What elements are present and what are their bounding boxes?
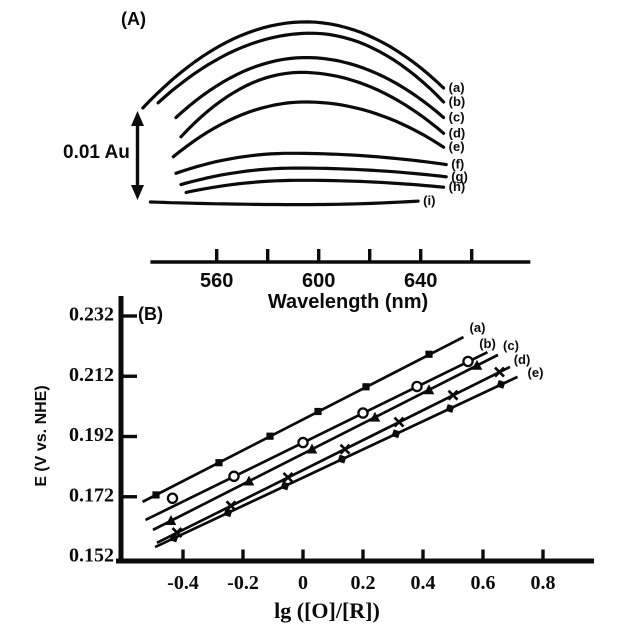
series-label-e: (e) xyxy=(528,365,544,380)
panel-a-tick-label-600: 600 xyxy=(302,270,335,292)
series-a-marker-2 xyxy=(266,432,274,440)
series-line-c xyxy=(152,353,499,532)
curve-label-b: (b) xyxy=(449,94,466,109)
series-e-marker-2 xyxy=(280,481,290,491)
panel-b-y-tick-label-0.172: 0.172 xyxy=(69,484,114,506)
series-a-marker-5 xyxy=(425,350,433,358)
series-c-marker-0 xyxy=(165,515,177,525)
panel-b-y-axis-title: E (V vs. NHE) xyxy=(33,385,50,487)
spectrum-curve-a xyxy=(141,20,446,110)
series-b-marker-0 xyxy=(166,492,179,505)
series-c-marker-3 xyxy=(369,411,381,422)
panel-b-y-tick-label-0.212: 0.212 xyxy=(69,364,114,386)
spectrum-curve-i xyxy=(148,199,420,207)
curve-label-i: (i) xyxy=(423,193,435,208)
panel-b-x-tick-label--0.2: -0.2 xyxy=(227,572,259,594)
series-b-marker-1 xyxy=(228,470,240,483)
panel-a-label: (A) xyxy=(121,9,146,29)
series-d-marker-3 xyxy=(339,443,351,455)
panel-a-tick-label-640: 640 xyxy=(404,270,437,292)
series-a-marker-3 xyxy=(314,407,322,416)
series-line-d xyxy=(156,365,511,545)
panel-b-y-tick-label-0.192: 0.192 xyxy=(69,424,114,446)
spectrum-curve-b xyxy=(156,31,446,105)
spectrum-curve-c xyxy=(174,56,446,120)
series-b-marker-5 xyxy=(462,355,474,368)
panel-b-y-tick-label-0.152: 0.152 xyxy=(69,545,114,567)
series-a-marker-1 xyxy=(215,459,223,467)
spectrum-curve-g xyxy=(179,166,448,187)
curve-label-c: (c) xyxy=(449,110,465,125)
panel-b-y-tick-label-0.232: 0.232 xyxy=(69,304,114,326)
series-e-marker-3 xyxy=(337,454,347,464)
spectrum-curve-e xyxy=(171,100,446,159)
series-d-marker-6 xyxy=(494,366,505,378)
series-a-marker-0 xyxy=(152,491,160,499)
scale-bar-label: 0.01 Au xyxy=(63,142,130,163)
series-c-marker-4 xyxy=(423,384,435,395)
series-b-marker-4 xyxy=(411,380,423,393)
panel-a-tick-label-560: 560 xyxy=(200,270,233,292)
spectrum-curve-f xyxy=(174,151,448,175)
series-label-c: (c) xyxy=(503,338,519,353)
scale-bar-arrowhead-top xyxy=(131,111,144,126)
curve-label-d: (d) xyxy=(449,125,466,140)
curve-label-f: (f) xyxy=(451,157,464,172)
series-label-d: (d) xyxy=(514,352,531,367)
curve-label-a: (a) xyxy=(449,80,465,95)
series-b-marker-3 xyxy=(357,407,369,419)
series-d-marker-2 xyxy=(282,472,294,483)
spectrum-curve-h xyxy=(184,178,446,194)
series-d-marker-5 xyxy=(447,389,459,401)
series-a-marker-4 xyxy=(362,383,370,391)
series-line-e xyxy=(154,375,519,549)
panel-b-x-tick-label-0.4: 0.4 xyxy=(411,572,436,594)
series-d-marker-4 xyxy=(393,416,405,428)
panel-b-label: (B) xyxy=(138,304,163,324)
series-label-a: (a) xyxy=(470,320,486,335)
panel-b-x-tick-label--0.4: -0.4 xyxy=(167,572,199,594)
scale-bar-arrowhead-bottom xyxy=(131,185,144,200)
series-e-marker-0 xyxy=(169,533,179,543)
series-c-marker-2 xyxy=(306,443,318,454)
series-line-a xyxy=(141,335,465,504)
curve-label-g: (g) xyxy=(451,169,468,184)
panel-b-x-axis-title: lg ([O]/[R]) xyxy=(274,598,380,623)
series-e-marker-6 xyxy=(496,379,506,389)
series-c-marker-1 xyxy=(243,475,255,486)
series-b-marker-2 xyxy=(297,436,309,449)
series-line-b xyxy=(144,350,489,522)
panel-a-x-axis-title: Wavelength (nm) xyxy=(267,291,429,313)
series-e-marker-1 xyxy=(223,508,233,518)
panel-b-x-tick-label-0.6: 0.6 xyxy=(471,572,496,594)
series-label-b: (b) xyxy=(479,336,496,351)
spectrum-curve-d xyxy=(179,70,446,139)
curve-label-e: (e) xyxy=(449,139,465,154)
series-c-marker-5 xyxy=(471,359,483,370)
series-e-marker-5 xyxy=(445,404,455,413)
curve-label-h: (h) xyxy=(449,179,466,194)
series-e-marker-4 xyxy=(391,429,401,439)
panel-b-x-tick-label-0: 0 xyxy=(298,572,308,594)
panel-b-x-tick-label-0.2: 0.2 xyxy=(351,572,376,594)
panel-b-x-tick-label-0.8: 0.8 xyxy=(531,572,556,594)
